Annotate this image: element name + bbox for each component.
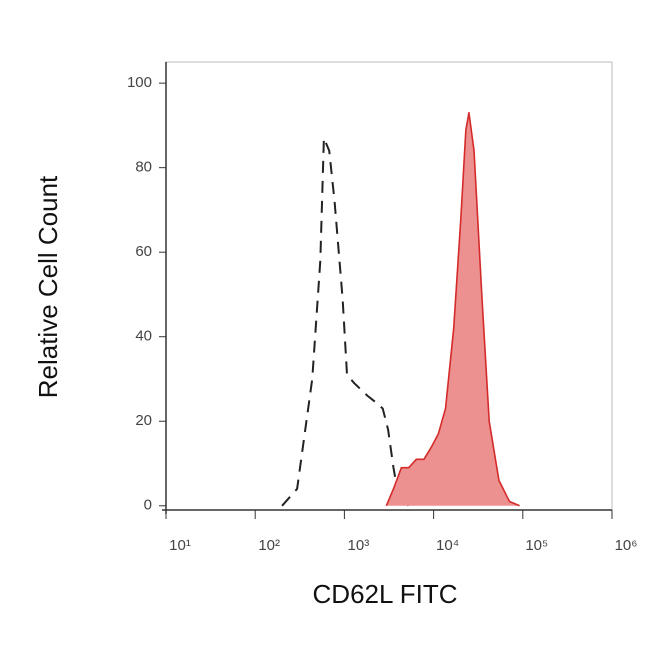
y-tick-label: 100 bbox=[127, 74, 152, 91]
y-tick-label: 0 bbox=[144, 497, 152, 514]
x-tick-label: 10⁴ bbox=[436, 537, 459, 554]
plot-frame bbox=[165, 61, 613, 511]
y-tick-label: 60 bbox=[135, 243, 152, 260]
series-line bbox=[385, 111, 520, 507]
x-tick-label: 10⁵ bbox=[525, 537, 548, 554]
x-tick-label: 10¹ bbox=[169, 537, 191, 554]
x-tick-label: 10⁶ bbox=[615, 537, 638, 554]
area-fill bbox=[386, 112, 520, 506]
x-tick-label: 10³ bbox=[348, 537, 370, 554]
y-tick-label: 80 bbox=[135, 159, 152, 176]
y-tick-label: 20 bbox=[135, 412, 152, 429]
x-tick-label: 10² bbox=[258, 537, 280, 554]
x-axis-title: CD62L FITC bbox=[313, 579, 458, 609]
y-axis-title: Relative Cell Count bbox=[33, 175, 63, 398]
series-line bbox=[281, 137, 410, 507]
y-tick-label: 40 bbox=[135, 328, 152, 345]
